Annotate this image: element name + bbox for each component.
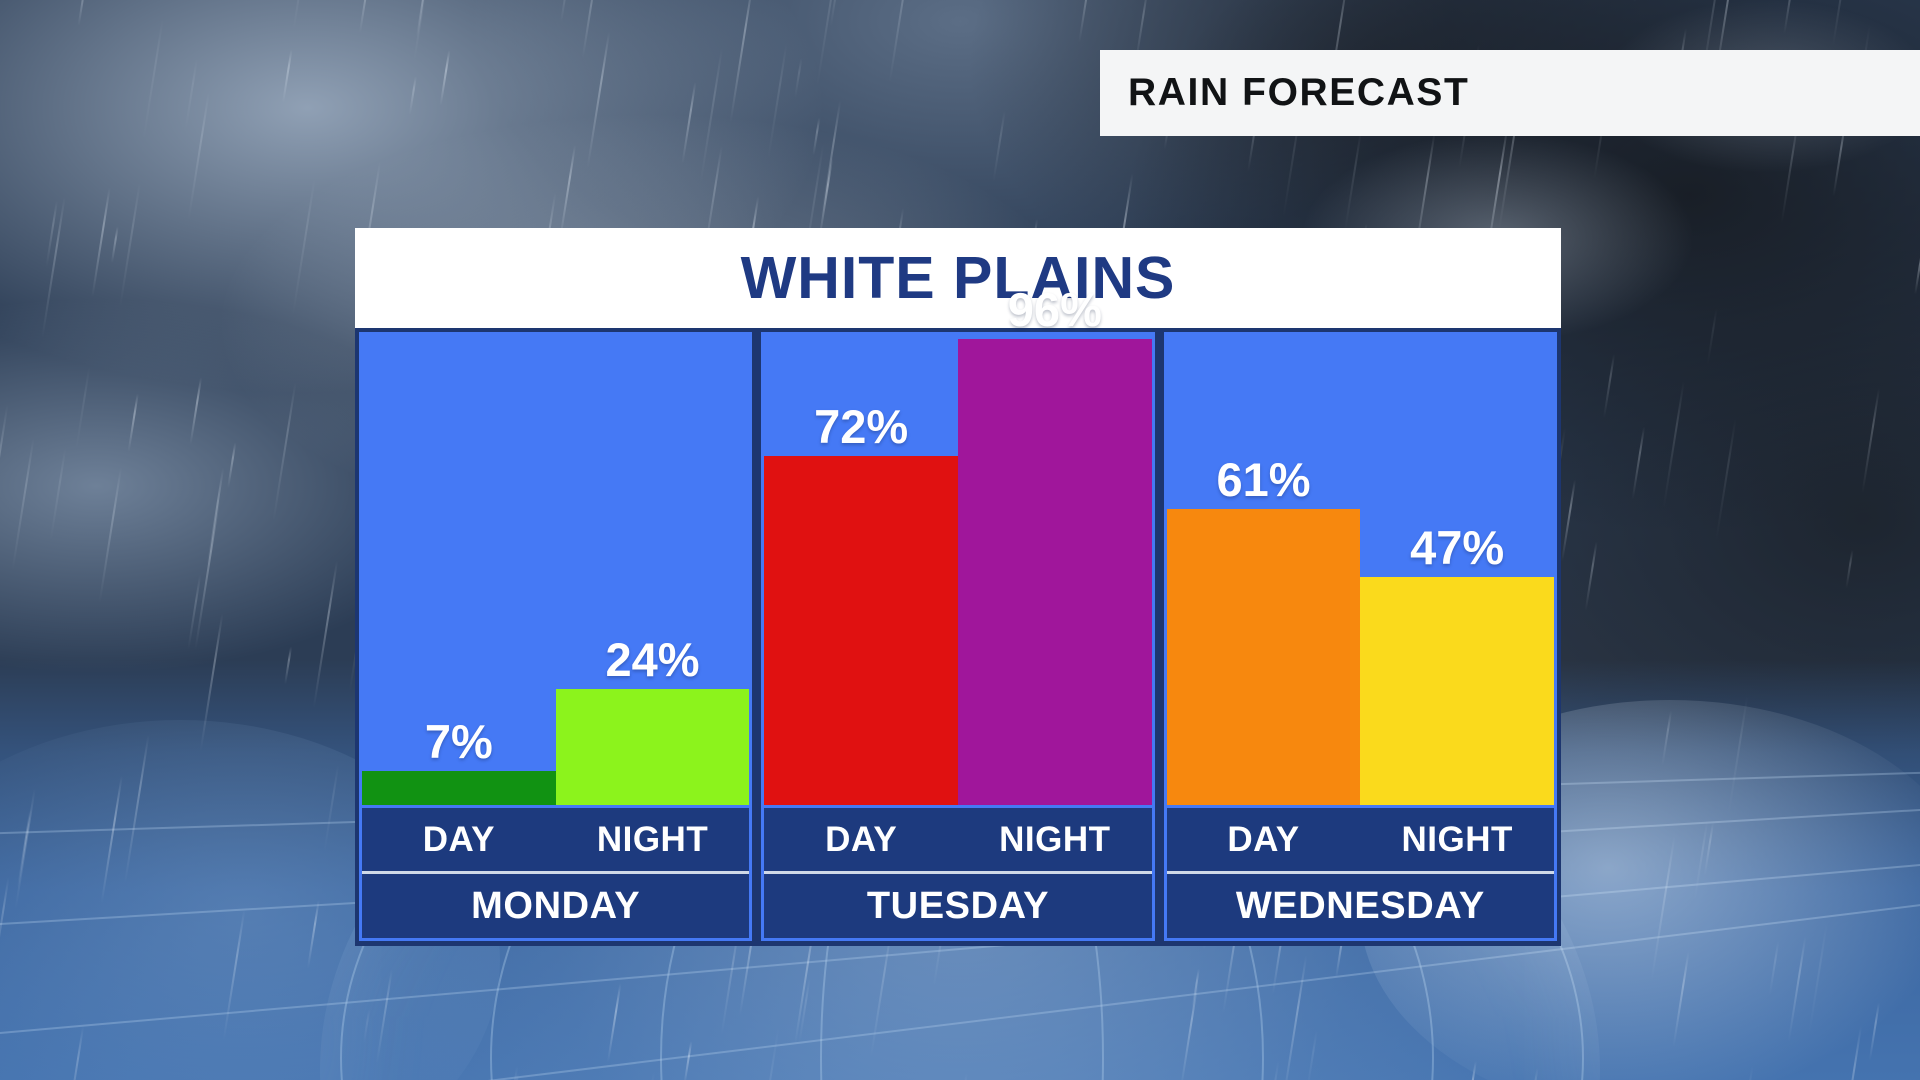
plot-area: 7% 24% — [362, 335, 750, 805]
day-panel-wednesday: 61% 47% DAY NIGHT WEDNESDAY — [1163, 332, 1557, 941]
banner-title: RAIN FORECAST — [1128, 71, 1470, 114]
period-label-night: NIGHT — [1401, 820, 1513, 859]
bar-tuesday-day — [764, 456, 958, 805]
period-label-night: NIGHT — [999, 820, 1111, 859]
bar-value-label: 72% — [814, 400, 909, 453]
period-label-day: DAY — [422, 820, 495, 859]
bar-monday-day — [362, 771, 556, 805]
rain-forecast-banner: RAIN FORECAST — [1100, 50, 1920, 136]
plot-area: 61% 47% — [1166, 335, 1554, 805]
period-label-row: DAY NIGHT — [1166, 805, 1554, 871]
day-name-row: MONDAY — [362, 874, 750, 938]
bar-value-label: 7% — [424, 715, 493, 768]
bar-value-label: 61% — [1216, 453, 1311, 506]
bar-monday-night — [555, 689, 750, 805]
plot-area: 72% 96% — [764, 286, 1152, 805]
divider — [1166, 871, 1554, 874]
page-title: WHITE PLAINS — [740, 244, 1176, 311]
bar-wednesday-night — [1360, 577, 1554, 805]
forecast-chart-card: WHITE PLAINS 7% 24% DAY NIGHT MONDAY 72% 96% DA… — [355, 228, 1561, 946]
bar-value-label: 24% — [605, 633, 700, 686]
period-label-day: DAY — [825, 820, 898, 859]
day-name-label: MONDAY — [471, 885, 641, 927]
day-panels-container: 7% 24% DAY NIGHT MONDAY 72% 96% DAY NIGHT TUESDAY… — [355, 286, 1561, 946]
day-panel-tuesday: 72% 96% DAY NIGHT TUESDAY — [761, 286, 1155, 941]
chart-title-bar: WHITE PLAINS — [355, 228, 1561, 328]
day-name-label: WEDNESDAY — [1235, 885, 1485, 927]
day-name-row: TUESDAY — [764, 874, 1152, 938]
day-name-label: TUESDAY — [866, 885, 1050, 927]
period-label-night: NIGHT — [596, 820, 709, 859]
bar-group-day: 7% — [362, 335, 556, 805]
period-label-row: DAY NIGHT — [362, 805, 750, 871]
period-label-day: DAY — [1227, 820, 1300, 859]
divider — [764, 871, 1152, 874]
bar-tuesday-night — [958, 339, 1152, 805]
bar-group-day: 61% — [1166, 335, 1361, 805]
bar-value-label: 47% — [1410, 521, 1505, 574]
day-name-row: WEDNESDAY — [1166, 874, 1554, 938]
period-label-row: DAY NIGHT — [764, 805, 1152, 871]
bar-group-night: 47% — [1360, 335, 1554, 805]
bar-wednesday-day — [1166, 509, 1361, 805]
bar-group-night: 96% — [958, 286, 1152, 805]
day-panel-monday: 7% 24% DAY NIGHT MONDAY — [359, 332, 753, 941]
bar-group-day: 72% — [764, 335, 958, 805]
bar-group-night: 24% — [555, 335, 750, 805]
divider — [362, 871, 750, 874]
